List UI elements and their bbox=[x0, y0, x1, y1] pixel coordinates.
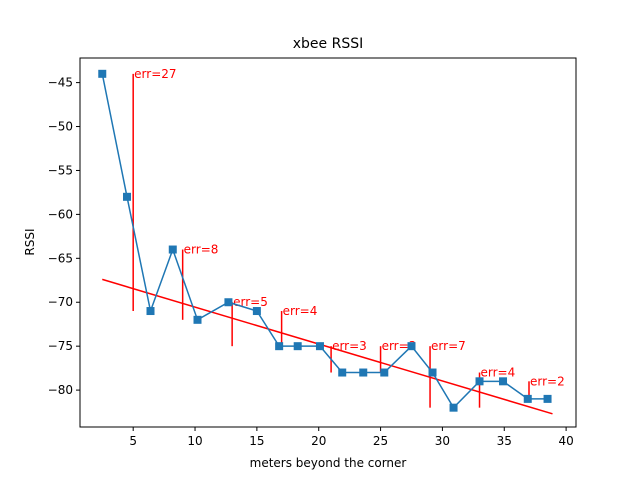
x-tick-label: 10 bbox=[187, 434, 202, 448]
error-label: err=5 bbox=[233, 295, 268, 309]
y-axis-title: RSSI bbox=[23, 228, 37, 255]
y-tick-label: −55 bbox=[48, 163, 73, 177]
x-tick-label: 20 bbox=[311, 434, 326, 448]
x-tick-label: 35 bbox=[497, 434, 512, 448]
data-point bbox=[98, 69, 107, 78]
x-tick-label: 30 bbox=[435, 434, 450, 448]
data-point bbox=[146, 307, 155, 316]
data-point bbox=[428, 368, 437, 377]
fit-line bbox=[102, 278, 553, 415]
data-point bbox=[338, 368, 347, 377]
data-point bbox=[543, 394, 552, 403]
data-point bbox=[407, 342, 416, 351]
x-tick-label: 5 bbox=[129, 434, 137, 448]
data-point bbox=[193, 315, 202, 324]
series-line bbox=[101, 73, 548, 409]
data-point bbox=[224, 298, 233, 307]
data-point bbox=[523, 394, 532, 403]
y-tick-label: −80 bbox=[48, 383, 73, 397]
y-tick-label: −75 bbox=[48, 339, 73, 353]
error-label: err=27 bbox=[134, 67, 176, 81]
x-tick-label: 25 bbox=[373, 434, 388, 448]
error-label: err=4 bbox=[481, 366, 516, 380]
data-point bbox=[275, 342, 284, 351]
x-axis-title: meters beyond the corner bbox=[250, 456, 407, 470]
data-point bbox=[449, 403, 458, 412]
data-point bbox=[359, 368, 368, 377]
chart-title: xbee RSSI bbox=[293, 36, 363, 52]
plot-frame bbox=[79, 57, 577, 428]
y-tick-label: −70 bbox=[48, 295, 73, 309]
y-tick-label: −65 bbox=[48, 251, 73, 265]
data-point bbox=[252, 307, 261, 316]
data-point bbox=[499, 377, 508, 386]
data-point bbox=[475, 377, 484, 386]
error-label: err=4 bbox=[283, 304, 318, 318]
data-point bbox=[315, 342, 324, 351]
y-tick-label: −60 bbox=[48, 207, 73, 221]
data-point bbox=[168, 245, 177, 254]
error-label: err=3 bbox=[332, 339, 367, 353]
error-label: err=2 bbox=[530, 374, 565, 388]
data-point bbox=[293, 342, 302, 351]
y-tick-label: −50 bbox=[48, 120, 73, 134]
y-tick-label: −45 bbox=[48, 76, 73, 90]
data-point bbox=[123, 192, 132, 201]
data-point bbox=[380, 368, 389, 377]
x-tick-label: 15 bbox=[249, 434, 264, 448]
error-label: err=8 bbox=[184, 243, 219, 257]
x-tick-label: 40 bbox=[558, 434, 573, 448]
error-label: err=7 bbox=[431, 339, 466, 353]
